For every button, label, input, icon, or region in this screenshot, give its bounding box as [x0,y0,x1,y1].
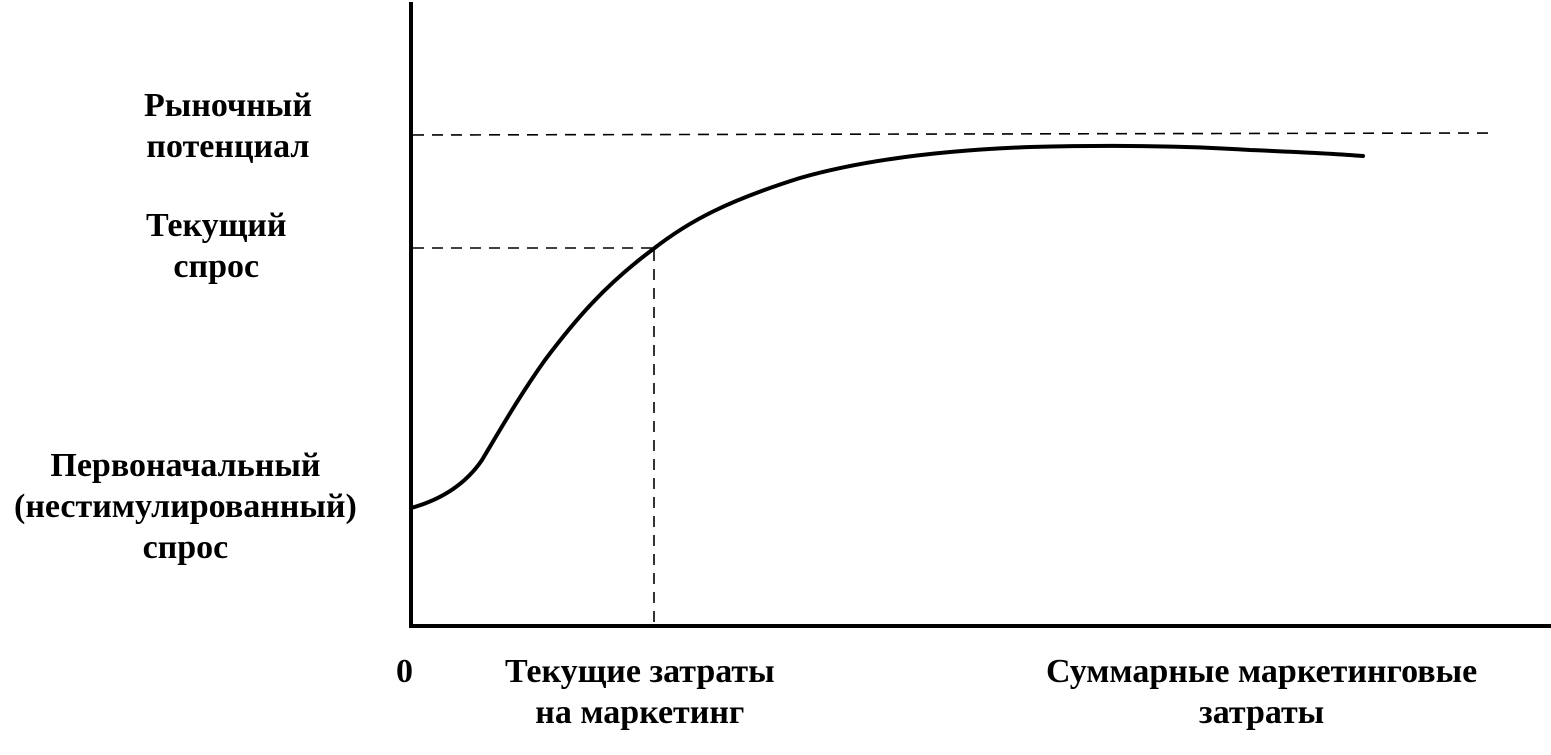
current-demand-line-2: спрос [173,247,260,285]
current-spend-line-2: на маркетинг [535,693,745,731]
total-spend-line-1: Суммарные маркетинговые [1046,653,1478,690]
initial-demand-line-3: спрос [142,528,229,566]
current-spend-label: Текущие затраты на маркетинг [505,652,775,734]
market-potential-dashed-line [412,132,1496,136]
demand-curve [409,144,1365,510]
initial-demand-line-1: Первоначальный [50,447,321,484]
market-potential-line-2: потенциал [146,127,310,165]
initial-demand-label: Первоначальный (нестимулированный) спрос [14,446,357,568]
total-spend-line-2: затраты [1199,693,1325,731]
origin-label: 0 [396,653,413,690]
market-potential-line-1: Рыночный [144,87,312,124]
current-spend-line-1: Текущие затраты [505,653,775,690]
initial-demand-line-2: (нестимулированный) [14,487,357,525]
market-potential-label: Рыночный потенциал [144,86,312,168]
current-demand-label: Текущий спрос [146,206,286,288]
current-demand-line-1: Текущий [146,207,287,244]
total-spend-label: Суммарные маркетинговые затраты [1046,652,1477,734]
